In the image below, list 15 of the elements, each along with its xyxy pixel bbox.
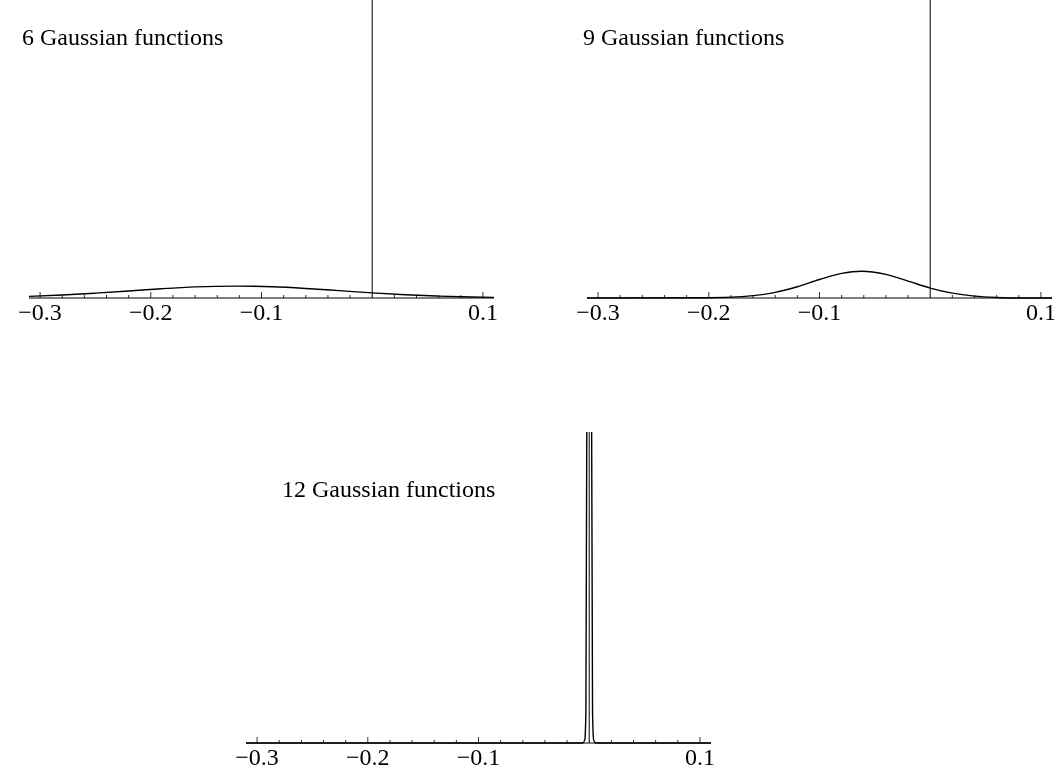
- x-tick-label: −0.1: [239, 299, 284, 325]
- x-tick-label: −0.3: [576, 299, 620, 325]
- x-tick-label: 0.1: [1025, 299, 1056, 325]
- x-tick-label: −0.3: [18, 299, 62, 325]
- text: 12 Gaussian functions: [282, 476, 496, 502]
- x-tick-label: 0.1: [467, 299, 498, 325]
- x-tick-label: −0.1: [456, 744, 501, 770]
- x-tick-label: −0.2: [687, 299, 731, 325]
- x-tick-label: −0.3: [235, 744, 279, 770]
- chart-title: 9 Gaussian functions: [583, 24, 785, 50]
- x-tick-label: −0.1: [797, 299, 842, 325]
- chart-title: 6 Gaussian functions: [22, 24, 224, 50]
- x-tick-label: −0.2: [346, 744, 390, 770]
- x-tick-label: 0.1: [684, 744, 715, 770]
- x-tick-label: −0.2: [129, 299, 173, 325]
